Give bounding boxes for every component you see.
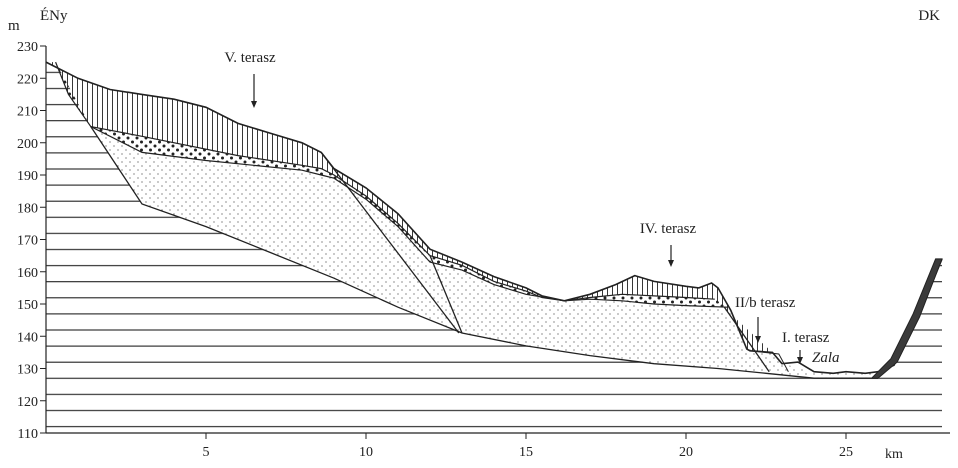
x-tick-label: 15 xyxy=(519,445,533,460)
x-unit-label: km xyxy=(885,447,903,462)
loess-cover-layer xyxy=(46,62,773,353)
valley-side-slope xyxy=(870,258,943,379)
y-tick-label: 110 xyxy=(18,427,38,442)
x-tick-label: 5 xyxy=(203,445,210,460)
x-tick-label: 10 xyxy=(359,445,373,460)
terrace-arrow-head xyxy=(797,357,803,364)
fine-sand-layer xyxy=(90,126,879,379)
y-tick-label: 130 xyxy=(17,363,38,378)
x-tick-label: 25 xyxy=(839,445,853,460)
y-unit-label: m xyxy=(8,18,20,34)
y-tick-label: 160 xyxy=(17,266,38,281)
terrace-scarp-line xyxy=(429,255,463,334)
y-tick-label: 180 xyxy=(17,201,38,216)
y-tick-label: 170 xyxy=(17,234,38,249)
terrace-label: II/b terasz xyxy=(735,295,796,311)
y-tick-label: 120 xyxy=(17,395,38,410)
terrace-label: IV. terasz xyxy=(640,221,697,237)
y-tick-label: 220 xyxy=(17,72,38,87)
bedrock-layer xyxy=(46,62,942,433)
y-tick-label: 150 xyxy=(17,298,38,313)
y-tick-label: 230 xyxy=(17,40,38,55)
terrace-arrow-head xyxy=(251,101,257,108)
right-direction-label: DK xyxy=(918,8,940,24)
left-direction-label: ÉNy xyxy=(40,7,68,24)
river-label: Zala xyxy=(812,350,840,366)
terrace-label: V. terasz xyxy=(224,50,276,66)
terrace-scarp-line xyxy=(320,152,460,334)
surface-profile-line xyxy=(45,61,943,375)
x-axis-ticks: 5 10 15 20 25 xyxy=(203,433,853,460)
y-tick-label: 210 xyxy=(17,105,38,120)
terrace-arrow-head xyxy=(668,260,674,267)
alluvium-line xyxy=(749,350,789,372)
y-tick-label: 140 xyxy=(17,330,38,345)
terrace-scarp-line xyxy=(723,306,770,373)
y-tick-label: 200 xyxy=(17,137,38,152)
terrace-label: I. terasz xyxy=(782,330,830,346)
terrace-arrow-head xyxy=(755,336,761,343)
y-tick-label: 190 xyxy=(17,169,38,184)
gravel-base-line xyxy=(90,126,728,308)
y-axis-ticks: 230 220 210 200 190 180 170 160 150 140 130 120 110 xyxy=(17,40,46,442)
terrace-labels: V. terasz IV. terasz II/b terasz I. terasz xyxy=(224,50,830,364)
x-tick-label: 20 xyxy=(679,445,693,460)
